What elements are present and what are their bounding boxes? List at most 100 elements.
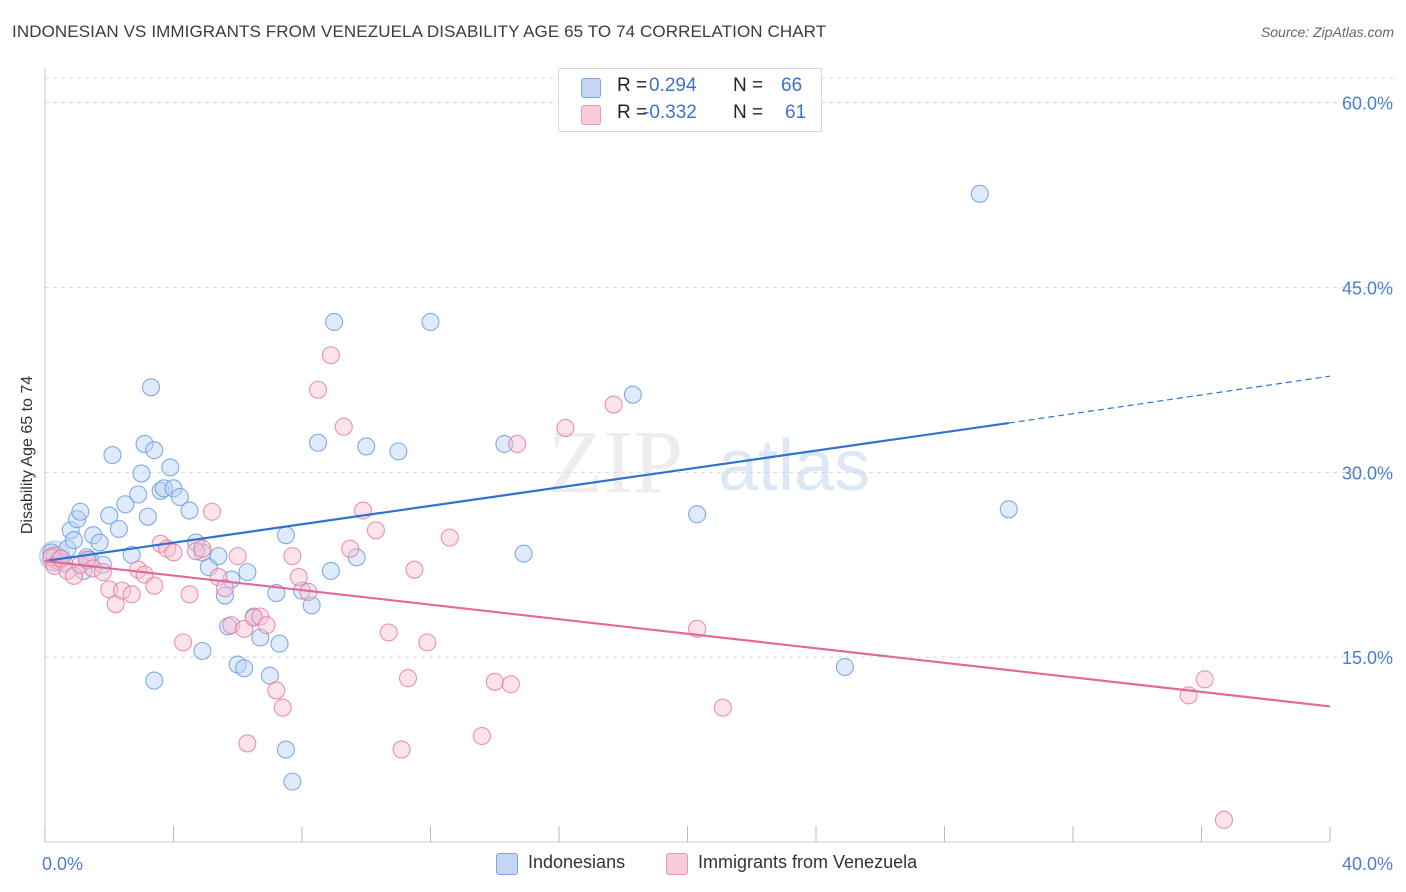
watermark-zip: ZIP xyxy=(548,413,683,512)
indonesians-point xyxy=(64,531,83,550)
n-label: N = xyxy=(733,75,764,96)
y-tick-label: 15.0% xyxy=(1342,648,1393,668)
venezuela-point xyxy=(113,581,132,600)
venezuela-point xyxy=(309,380,328,399)
indonesians-point xyxy=(235,659,254,678)
venezuela-trend-line xyxy=(44,559,1331,708)
venezuela-point xyxy=(321,346,340,365)
indonesians-point xyxy=(138,507,157,526)
venezuela-point xyxy=(556,418,575,438)
indonesians-point xyxy=(129,485,148,504)
indonesians-point xyxy=(161,458,180,477)
venezuela-point xyxy=(472,726,491,746)
venezuela-point xyxy=(228,547,247,566)
venezuela-point xyxy=(283,547,302,566)
n-value: 61 xyxy=(785,102,807,123)
indonesians-point xyxy=(84,526,103,545)
indonesians-point xyxy=(154,479,173,498)
indonesians-point xyxy=(389,442,408,461)
indonesians-point xyxy=(283,772,302,791)
y-tick-label: 45.0% xyxy=(1342,278,1393,298)
indonesians-point xyxy=(90,533,109,552)
tick-labels: 15.0% 30.0% 45.0% 60.0% 0.0% 40.0% xyxy=(42,94,1393,874)
venezuela-point xyxy=(392,740,411,759)
indonesians-point xyxy=(135,434,154,454)
indonesians-point xyxy=(180,501,199,520)
indonesians-point xyxy=(495,434,514,454)
n-label: N = xyxy=(733,102,764,123)
indonesians-legend-swatch xyxy=(496,853,518,875)
indonesians-points xyxy=(39,184,1018,791)
venezuela-point xyxy=(405,560,424,579)
indonesians-point xyxy=(116,495,135,514)
indonesians-point xyxy=(835,657,854,677)
venezuela-point xyxy=(1195,670,1214,689)
indonesians-point xyxy=(321,561,340,580)
indonesians-point xyxy=(238,563,257,582)
watermark: ZIP atlas xyxy=(548,413,870,512)
indonesians-point xyxy=(970,184,989,203)
venezuela-point xyxy=(238,734,257,753)
venezuela-point xyxy=(508,434,527,454)
indonesians-point xyxy=(215,586,234,605)
indonesians-point xyxy=(302,596,321,615)
venezuela-point xyxy=(604,395,623,414)
venezuela-point xyxy=(273,698,292,717)
indonesians-point xyxy=(145,671,164,690)
venezuela-point xyxy=(180,585,199,604)
venezuela-point xyxy=(193,539,212,558)
indonesians-point xyxy=(514,544,533,563)
venezuela-point xyxy=(145,576,164,595)
indonesians-point xyxy=(309,433,328,452)
x-tick-label: 0.0% xyxy=(42,854,83,874)
source-label: Source: ZipAtlas.com xyxy=(1260,24,1394,40)
venezuela-point xyxy=(267,681,286,700)
indonesians-point xyxy=(421,312,440,332)
indonesians-swatch xyxy=(581,78,601,98)
venezuela-point xyxy=(289,568,308,587)
venezuela-swatch xyxy=(581,105,601,125)
venezuela-point xyxy=(485,672,504,691)
axes xyxy=(44,68,1331,843)
indonesians-point xyxy=(325,312,344,332)
venezuela-point xyxy=(366,521,385,540)
indonesians-trend-line xyxy=(44,421,1009,563)
indonesians-point xyxy=(276,740,295,759)
venezuela-point xyxy=(174,633,193,652)
n-value: 66 xyxy=(781,75,803,96)
correlation-legend: R = 0.294 N = 66 R = -0.332 N = 61 xyxy=(558,68,822,132)
indonesians-point xyxy=(132,464,151,483)
indonesians-point xyxy=(688,505,707,524)
venezuela-point xyxy=(341,539,360,558)
venezuela-points xyxy=(42,346,1234,829)
venezuela-point xyxy=(122,585,141,604)
venezuela-legend-label: Immigrants from Venezuela xyxy=(698,852,918,872)
venezuela-point xyxy=(379,623,398,642)
venezuela-point xyxy=(501,675,520,694)
indonesians-legend-label: Indonesians xyxy=(528,852,626,872)
indonesians-point xyxy=(141,378,161,397)
venezuela-point xyxy=(440,528,459,547)
indonesians-point xyxy=(61,521,80,540)
indonesians-point xyxy=(270,634,289,653)
venezuela-point xyxy=(418,633,437,652)
indonesians-point xyxy=(999,500,1018,519)
venezuela-point xyxy=(64,566,83,585)
indonesians-point xyxy=(357,437,376,456)
trend-lines xyxy=(44,375,1331,708)
venezuela-point xyxy=(1214,810,1234,829)
indonesians-point xyxy=(209,547,228,566)
watermark-atlas: atlas xyxy=(718,426,870,506)
r-label: R = xyxy=(617,75,648,96)
indonesians-trend-extension xyxy=(1008,375,1331,424)
chart-title: INDONESIAN VS IMMIGRANTS FROM VENEZUELA … xyxy=(12,22,827,41)
indonesians-point xyxy=(170,487,189,507)
indonesians-point xyxy=(623,385,642,404)
indonesians-point xyxy=(100,506,119,525)
venezuela-point xyxy=(257,616,276,635)
indonesians-point xyxy=(103,446,122,465)
r-value: -0.332 xyxy=(643,102,697,123)
venezuela-point xyxy=(203,502,222,521)
venezuela-point xyxy=(164,543,183,562)
